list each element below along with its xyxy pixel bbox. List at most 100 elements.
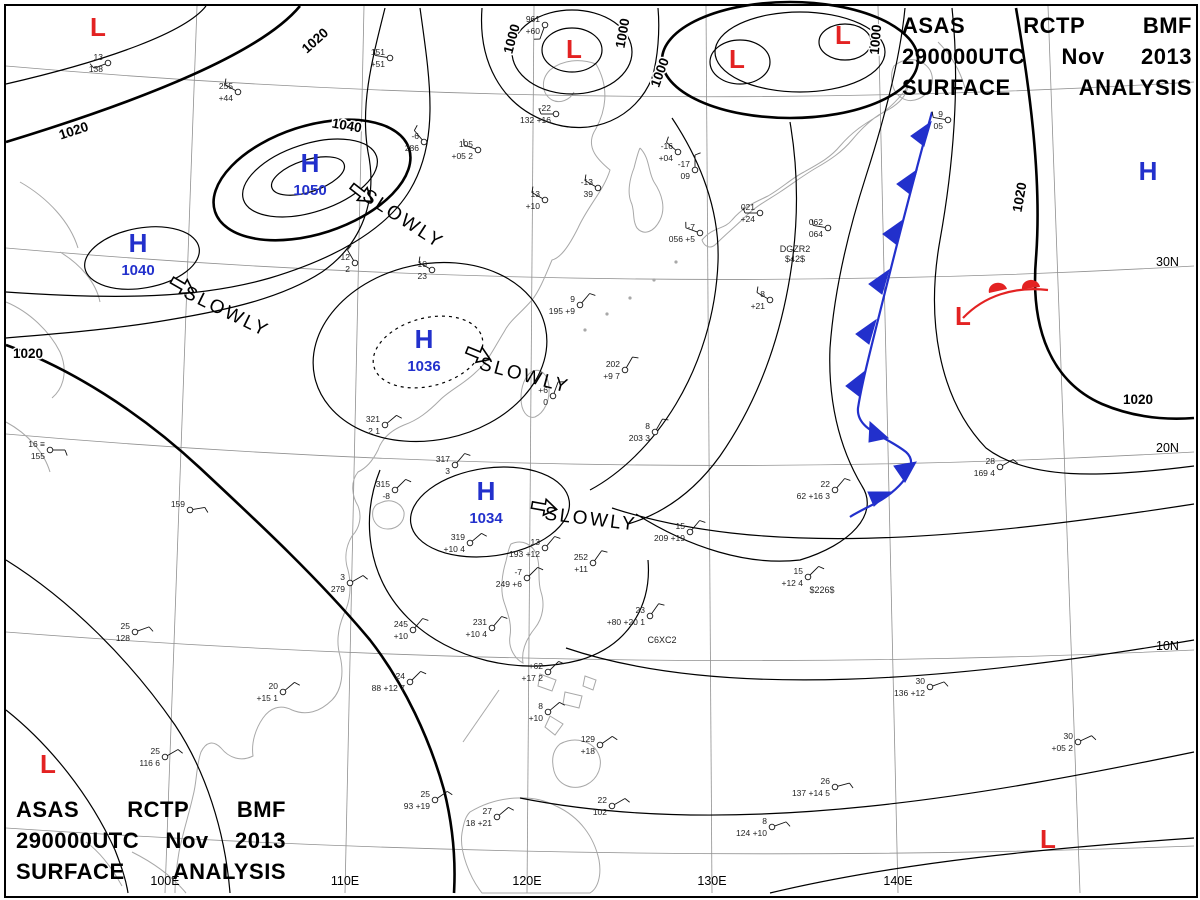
isobar-1020-topleft	[5, 5, 302, 144]
svg-text:321: 321	[366, 414, 380, 424]
svg-text:23: 23	[636, 605, 646, 615]
coast-sumatra	[85, 841, 187, 894]
slowly-label: SLOWLY	[180, 282, 273, 342]
svg-text:-8: -8	[382, 491, 390, 501]
ship-id-label: $226$	[809, 585, 834, 595]
svg-text:18 +21: 18 +21	[466, 818, 493, 828]
isobar-topleft-inner	[5, 5, 207, 85]
svg-text:2: 2	[345, 264, 350, 274]
svg-text:13: 13	[94, 52, 104, 62]
svg-text:15: 15	[676, 521, 686, 531]
svg-text:-12: -12	[338, 252, 351, 262]
isobar-ridge-outer1	[5, 7, 431, 297]
svg-text:13: 13	[531, 189, 541, 199]
svg-text:317: 317	[436, 454, 450, 464]
svg-text:27: 27	[483, 806, 493, 816]
svg-text:+10: +10	[526, 201, 541, 211]
svg-text:-7: -7	[687, 222, 695, 232]
isobar-label: 1020	[13, 346, 43, 361]
svg-text:L: L	[729, 44, 745, 74]
low-pressure-center: L	[90, 12, 106, 42]
svg-text:39: 39	[584, 189, 594, 199]
svg-text:H: H	[477, 476, 496, 506]
svg-text:H: H	[415, 324, 434, 354]
warm-front-line	[962, 288, 1049, 319]
station-plot: 905	[931, 109, 952, 131]
svg-text:23: 23	[418, 271, 428, 281]
station-plot: 26 137 +14 5	[792, 776, 854, 798]
station-plot: 25 116 6	[139, 746, 183, 768]
svg-text:-22: -22	[539, 103, 552, 113]
isobar-topright-low2	[818, 23, 872, 61]
isobar-1044-ring	[242, 138, 378, 218]
svg-text:22: 22	[598, 795, 608, 805]
station-plot: 27 18 +21	[466, 806, 514, 828]
coast-mindanao	[552, 739, 601, 788]
isobar-east-arc-2	[565, 639, 1195, 681]
svg-text:25: 25	[151, 746, 161, 756]
isobar-front-west-1	[635, 7, 906, 562]
cold-front-barb	[855, 318, 877, 345]
svg-text:25: 25	[121, 621, 131, 631]
coast-taiwan	[520, 369, 550, 418]
svg-text:116 6: 116 6	[139, 758, 160, 768]
station-plot: -16+04	[659, 136, 682, 163]
svg-text:064: 064	[809, 229, 823, 239]
movement-annotation: SLOWLY	[530, 497, 638, 536]
ship-id-label: DGZR2 $42$	[780, 244, 811, 264]
svg-text:+24: +24	[741, 214, 756, 224]
svg-text:+10: +10	[529, 713, 544, 723]
station-plot: 28 169 4	[974, 456, 1018, 478]
station-plot: 23 +80 +20 1	[607, 603, 665, 627]
movement-annotation: SLOWLY	[169, 276, 273, 342]
isobars	[5, 0, 1195, 894]
station-plot: 20 +15 1	[256, 681, 300, 703]
lon-line-120e	[526, 5, 535, 894]
cold-front-barb	[868, 268, 890, 295]
station-plot: 202 +9 7	[603, 356, 639, 381]
svg-text:+44: +44	[219, 93, 234, 103]
svg-text:-6: -6	[411, 131, 419, 141]
svg-text:1036: 1036	[407, 358, 440, 375]
svg-text:8: 8	[762, 816, 767, 826]
svg-text:L: L	[955, 301, 971, 331]
svg-text:-16: -16	[661, 141, 674, 151]
station-plot: +62 +17 2	[521, 660, 565, 683]
station-plot: 8 203 3	[629, 418, 669, 443]
coast-kuril	[937, 41, 966, 89]
svg-text:+15 1: +15 1	[256, 693, 278, 703]
isobar-topcenter-low-inner	[541, 27, 603, 73]
svg-text:+62: +62	[529, 661, 544, 671]
svg-text:25: 25	[421, 789, 431, 799]
station-plot: 252+11	[574, 550, 608, 574]
isobar-east-arc-3	[519, 751, 1195, 816]
svg-text:2 1: 2 1	[368, 426, 380, 436]
lat-line-30n	[5, 247, 1195, 280]
isobar-label: 1040	[331, 116, 363, 136]
coast-japan	[701, 85, 909, 248]
slowly-label: SLOWLY	[358, 185, 447, 253]
svg-text:+05 2: +05 2	[1051, 743, 1073, 753]
longitude-label: 110E	[331, 874, 359, 888]
station-plot: 16 ≡ 155	[28, 439, 68, 461]
svg-text:203 3: 203 3	[629, 433, 651, 443]
high-pressure-center: H 1040	[121, 228, 154, 279]
svg-text:15: 15	[794, 566, 804, 576]
station-plot: -122	[338, 245, 359, 274]
station-plot: 105 +05 2	[451, 138, 482, 161]
svg-text:062: 062	[809, 217, 823, 227]
svg-text:3: 3	[445, 466, 450, 476]
svg-text:93 +19: 93 +19	[404, 801, 431, 811]
movement-annotation: SLOWLY	[464, 345, 572, 398]
isobar-label: 1000	[867, 24, 885, 55]
svg-text:169 4: 169 4	[974, 468, 996, 478]
isobar-topright-low1	[709, 39, 771, 85]
svg-text:137 +14 5: 137 +14 5	[792, 788, 830, 798]
isobar-h1040-ring	[84, 226, 200, 290]
station-plot: +60	[538, 381, 565, 407]
